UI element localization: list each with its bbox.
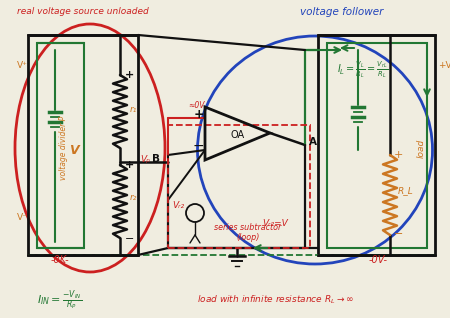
Text: −: − (125, 234, 135, 244)
Text: R_L: R_L (398, 186, 414, 195)
Text: +V: +V (438, 61, 450, 70)
Bar (28, 35, 138, 255)
Text: V: V (69, 143, 79, 156)
Text: Vᵣ₂=V: Vᵣ₂=V (262, 219, 288, 228)
Text: voltage divider P: voltage divider P (58, 116, 68, 180)
Text: r₂: r₂ (130, 193, 137, 202)
Text: voltage follower: voltage follower (300, 7, 384, 17)
Text: ≈0V: ≈0V (188, 101, 204, 110)
Text: −: − (193, 139, 204, 153)
Bar (168, 125, 310, 248)
Text: $I_{IN}=\frac{-V_{IN}}{R_P}$: $I_{IN}=\frac{-V_{IN}}{R_P}$ (37, 288, 82, 312)
Text: $I_L=\frac{V_L}{R_L}=\frac{V_{rL}}{R_L}$: $I_L=\frac{V_L}{R_L}=\frac{V_{rL}}{R_L}$ (338, 59, 389, 80)
Text: -0V-: -0V- (369, 255, 387, 265)
Text: Vᵣ₂: Vᵣ₂ (172, 201, 184, 210)
Text: +: + (125, 70, 134, 80)
Bar (37, 43, 84, 248)
Text: real voltage source unloaded: real voltage source unloaded (17, 8, 149, 17)
Text: V⁻: V⁻ (17, 213, 27, 222)
Bar (318, 35, 435, 255)
Text: load: load (417, 138, 426, 158)
Text: (loop): (loop) (236, 233, 260, 243)
Text: V⁺: V⁺ (17, 61, 27, 70)
Text: A: A (309, 137, 317, 147)
Text: B: B (152, 154, 160, 164)
Bar (327, 43, 427, 248)
Text: +: + (194, 108, 204, 121)
Text: series subtractor: series subtractor (214, 224, 282, 232)
Text: load with infinite resistance $R_L\rightarrow\infty$: load with infinite resistance $R_L\right… (197, 294, 353, 306)
Text: +: + (394, 150, 403, 160)
Text: −: − (394, 229, 403, 239)
Text: -0K-: -0K- (51, 255, 69, 265)
Text: +: + (125, 160, 134, 170)
Text: Vₚ: Vₚ (140, 155, 150, 164)
Text: OA: OA (231, 130, 245, 140)
Text: r₁: r₁ (130, 105, 137, 114)
